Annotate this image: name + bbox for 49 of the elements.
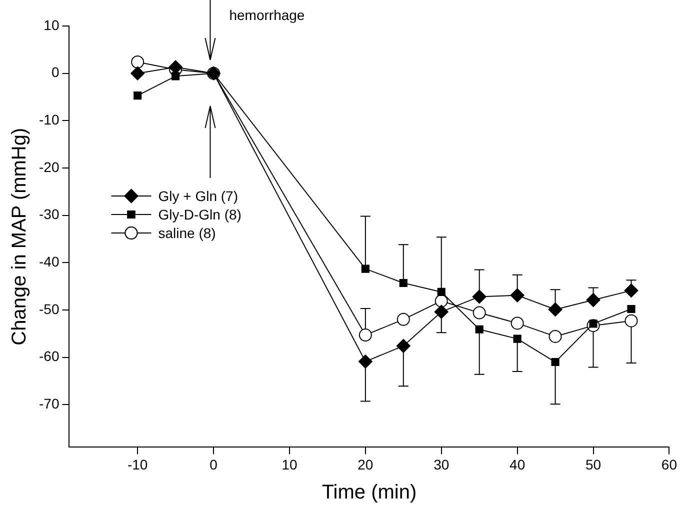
point (475, 325, 484, 334)
y-tick-label: 10 (44, 16, 60, 33)
point (361, 264, 370, 273)
x-tick-label: 10 (282, 456, 298, 472)
y-tick-label: -60 (39, 348, 60, 364)
x-tick-label: 20 (358, 456, 374, 472)
y-tick-label: -40 (39, 253, 60, 270)
point (472, 290, 486, 304)
point (131, 55, 144, 68)
point (510, 288, 524, 302)
point (586, 293, 600, 308)
point (510, 316, 524, 330)
point (513, 334, 522, 343)
point (548, 330, 562, 343)
point (434, 304, 448, 319)
y-tick-label: -30 (39, 206, 60, 222)
x-tick-label: 30 (434, 456, 450, 472)
point (624, 314, 638, 328)
point (134, 92, 142, 100)
point (168, 60, 183, 74)
point (172, 72, 180, 80)
legend-label: saline (8) (158, 224, 216, 241)
text: hemorrhage (229, 6, 305, 23)
point (627, 304, 636, 314)
point (399, 278, 408, 288)
x-axis-title: Time (min) (322, 482, 417, 504)
x-tick-label: 0 (210, 456, 218, 472)
point (358, 328, 372, 342)
y-tick-label: -20 (39, 158, 60, 175)
y-tick-label: -70 (39, 395, 60, 412)
x-tick-label: 60 (661, 456, 678, 472)
point (472, 306, 486, 320)
point (437, 288, 446, 296)
point (624, 284, 638, 298)
point (396, 312, 410, 326)
point (358, 354, 372, 369)
y-tick-label: -50 (39, 300, 60, 317)
legend-label: Gly-D-Gln (8) (158, 206, 242, 222)
x-tick-label: 40 (510, 456, 526, 472)
x-tick-label: -10 (127, 456, 148, 472)
point (551, 358, 560, 366)
point (548, 302, 562, 316)
y-axis-title: Change in MAP (mmHg) (8, 128, 31, 346)
x-tick-label: 50 (585, 456, 602, 472)
point (396, 338, 410, 353)
point (130, 66, 145, 80)
y-tick-label: 0 (51, 64, 60, 80)
legend-label: Gly + Gln (7) (158, 188, 238, 204)
y-tick-label: -10 (39, 112, 60, 128)
